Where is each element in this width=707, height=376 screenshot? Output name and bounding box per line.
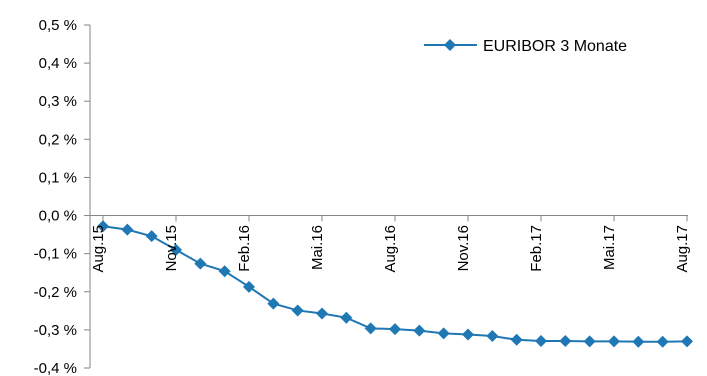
x-axis-ticks bbox=[102, 215, 688, 222]
data-point bbox=[413, 324, 426, 337]
data-point bbox=[121, 223, 134, 236]
data-point bbox=[681, 335, 693, 348]
y-tick-label: -0,3 % bbox=[34, 322, 77, 339]
data-point bbox=[389, 323, 401, 336]
data-point bbox=[170, 243, 182, 256]
y-tick-label: 0,5 % bbox=[39, 17, 77, 34]
data-point bbox=[218, 265, 231, 278]
data-point bbox=[535, 334, 547, 347]
data-point bbox=[364, 322, 377, 335]
x-tick-label: Aug.15 bbox=[90, 225, 107, 273]
x-tick-label: Feb.17 bbox=[528, 225, 545, 272]
data-point bbox=[462, 328, 474, 341]
x-tick-label: Nov.15 bbox=[163, 225, 180, 271]
y-tick-label: 0,1 % bbox=[39, 169, 77, 186]
y-axis-ticks: 0,5 % 0,4 % 0,3 % 0,2 % 0,1 % 0,0 % -0,1 % -0,2… bbox=[34, 17, 90, 376]
y-tick-label: 0,4 % bbox=[39, 55, 77, 72]
y-tick-label: -0,2 % bbox=[34, 284, 77, 301]
data-point bbox=[656, 335, 669, 348]
data-point bbox=[608, 335, 620, 348]
data-point bbox=[291, 304, 304, 317]
x-tick-label: Aug.16 bbox=[382, 225, 399, 273]
data-point bbox=[194, 257, 207, 270]
y-tick-label: 0,2 % bbox=[39, 131, 77, 148]
series-points bbox=[97, 220, 693, 348]
x-tick-label: Mai.16 bbox=[309, 225, 326, 270]
x-tick-label: Aug.17 bbox=[674, 225, 691, 273]
legend: EURIBOR 3 Monate bbox=[424, 38, 627, 55]
data-point bbox=[437, 327, 450, 340]
y-tick-label: -0,4 % bbox=[34, 360, 77, 376]
x-tick-label: Feb.16 bbox=[236, 225, 253, 272]
series-euribor-3-monate bbox=[97, 220, 693, 348]
x-tick-label: Mai.17 bbox=[601, 225, 618, 270]
y-tick-label: 0,0 % bbox=[39, 208, 77, 225]
data-point bbox=[243, 280, 255, 293]
data-point bbox=[583, 335, 596, 348]
x-tick-label: Nov.16 bbox=[455, 225, 472, 271]
data-point bbox=[486, 329, 499, 342]
y-tick-label: -0,1 % bbox=[34, 246, 77, 263]
data-point bbox=[510, 333, 523, 346]
data-point bbox=[559, 334, 572, 347]
data-point bbox=[267, 297, 280, 310]
data-point bbox=[632, 335, 645, 348]
data-point bbox=[145, 230, 158, 243]
x-axis-labels: Aug.15 Nov.15 Feb.16 Mai.16 Aug.16 Nov.16 Feb.… bbox=[90, 225, 691, 273]
data-point bbox=[97, 220, 109, 233]
y-tick-label: 0,3 % bbox=[39, 93, 77, 110]
legend-label: EURIBOR 3 Monate bbox=[483, 38, 627, 55]
data-point bbox=[316, 307, 328, 320]
data-point bbox=[340, 311, 353, 324]
legend-marker bbox=[444, 39, 456, 51]
